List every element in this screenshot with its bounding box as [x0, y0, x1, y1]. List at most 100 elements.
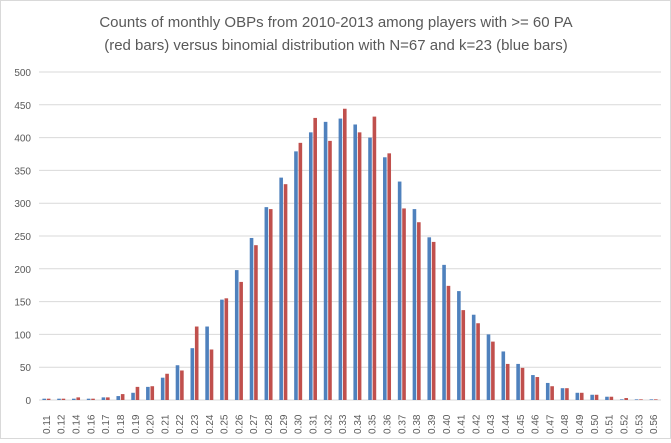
bar-red — [268, 209, 273, 400]
bar-red — [298, 142, 303, 400]
bar-blue — [560, 388, 565, 400]
x-tick-label: 0.52 — [619, 414, 630, 434]
bar-blue — [86, 398, 91, 400]
y-tick-label: 0 — [25, 396, 31, 407]
bar-red — [328, 140, 332, 400]
y-tick-label: 350 — [14, 166, 31, 177]
bar-red — [609, 396, 614, 400]
y-tick-label: 100 — [14, 330, 31, 341]
bar-blue — [457, 291, 461, 400]
bar-blue — [412, 209, 417, 400]
x-tick-label: 0.19 — [131, 414, 142, 434]
bar-red — [224, 298, 229, 400]
bar-blue — [234, 270, 239, 400]
bar-blue — [101, 397, 106, 400]
bar-blue — [397, 181, 402, 400]
x-tick-label: 0.38 — [412, 414, 423, 434]
bar-blue — [42, 398, 47, 400]
bar-blue — [516, 363, 520, 400]
bar-blue — [175, 365, 180, 400]
x-tick-label: 0.24 — [205, 414, 216, 434]
x-tick-label: 0.21 — [160, 414, 171, 434]
bar-red — [239, 281, 243, 400]
x-tick-label: 0.40 — [442, 414, 453, 434]
x-tick-label: 0.45 — [516, 414, 527, 434]
x-tick-label: 0.56 — [649, 414, 660, 434]
y-tick-label: 500 — [14, 68, 31, 79]
bar-blue — [634, 399, 639, 400]
bar-red — [535, 377, 540, 400]
bar-blue — [294, 151, 298, 400]
bar-blue — [116, 396, 121, 400]
bar-red — [76, 397, 81, 400]
bar-red — [372, 116, 377, 400]
bar-red — [653, 399, 658, 400]
bar-blue — [545, 382, 550, 400]
bar-blue — [249, 237, 254, 400]
bar-red — [91, 398, 95, 400]
bar-blue — [308, 132, 313, 401]
bar-blue — [605, 396, 609, 400]
bar-red — [387, 153, 392, 400]
y-tick-label: 200 — [14, 265, 31, 276]
bar-blue — [220, 299, 224, 400]
y-tick-label: 50 — [20, 363, 32, 374]
bar-red — [120, 394, 125, 400]
chart-title-line-1: Counts of monthly OBPs from 2010-2013 am… — [99, 14, 572, 31]
x-tick-label: 0.25 — [220, 414, 231, 434]
x-tick-label: 0.12 — [57, 414, 68, 434]
bar-blue — [442, 264, 446, 400]
x-tick-label: 0.42 — [471, 414, 482, 434]
x-tick-label: 0.16 — [86, 414, 97, 434]
bar-blue — [338, 118, 343, 401]
bar-blue — [190, 348, 195, 400]
y-tick-label: 300 — [14, 199, 31, 210]
bar-red — [594, 394, 599, 400]
bar-red — [520, 367, 525, 400]
bar-blue — [471, 314, 476, 400]
bar-red — [283, 184, 288, 400]
x-tick-label: 0.34 — [353, 414, 364, 434]
bar-blue — [575, 392, 580, 400]
x-tick-label: 0.32 — [323, 414, 334, 434]
x-tick-label: 0.17 — [101, 414, 112, 434]
x-tick-label: 0.48 — [560, 414, 571, 434]
bar-blue — [531, 375, 535, 400]
bar-blue — [72, 398, 76, 400]
x-tick-label: 0.18 — [116, 414, 127, 434]
bar-red — [550, 386, 554, 400]
bar-blue — [131, 392, 135, 400]
x-tick-label: 0.39 — [427, 414, 438, 434]
x-tick-label: 0.14 — [72, 414, 83, 434]
bar-blue — [427, 237, 432, 400]
bar-red — [180, 370, 184, 400]
x-tick-label: 0.37 — [397, 414, 408, 434]
bar-red — [624, 398, 628, 400]
chart-title-line-2: (red bars) versus binomial distribution … — [104, 37, 568, 54]
x-tick-label: 0.53 — [634, 414, 645, 434]
bar-blue — [205, 326, 209, 400]
bar-red — [194, 326, 199, 400]
bar-blue — [383, 157, 387, 400]
bar-blue — [279, 177, 283, 400]
bar-red — [505, 363, 510, 400]
x-tick-label: 0.20 — [146, 414, 157, 434]
y-tick-label: 150 — [14, 298, 31, 309]
bar-red — [61, 398, 66, 400]
y-tick-label: 250 — [14, 232, 31, 243]
bar-red — [254, 245, 258, 400]
bar-red — [46, 398, 51, 400]
bar-red — [491, 341, 495, 400]
x-tick-label: 0.49 — [575, 414, 586, 434]
x-tick-label: 0.44 — [501, 414, 512, 434]
bar-blue — [146, 386, 150, 400]
bar-red — [431, 241, 436, 400]
bar-red — [639, 399, 643, 400]
bar-red — [150, 386, 155, 400]
x-tick-label: 0.47 — [545, 414, 556, 434]
x-tick-label: 0.27 — [249, 414, 260, 434]
bar-red — [402, 208, 406, 400]
x-tick-label: 0.43 — [486, 414, 497, 434]
